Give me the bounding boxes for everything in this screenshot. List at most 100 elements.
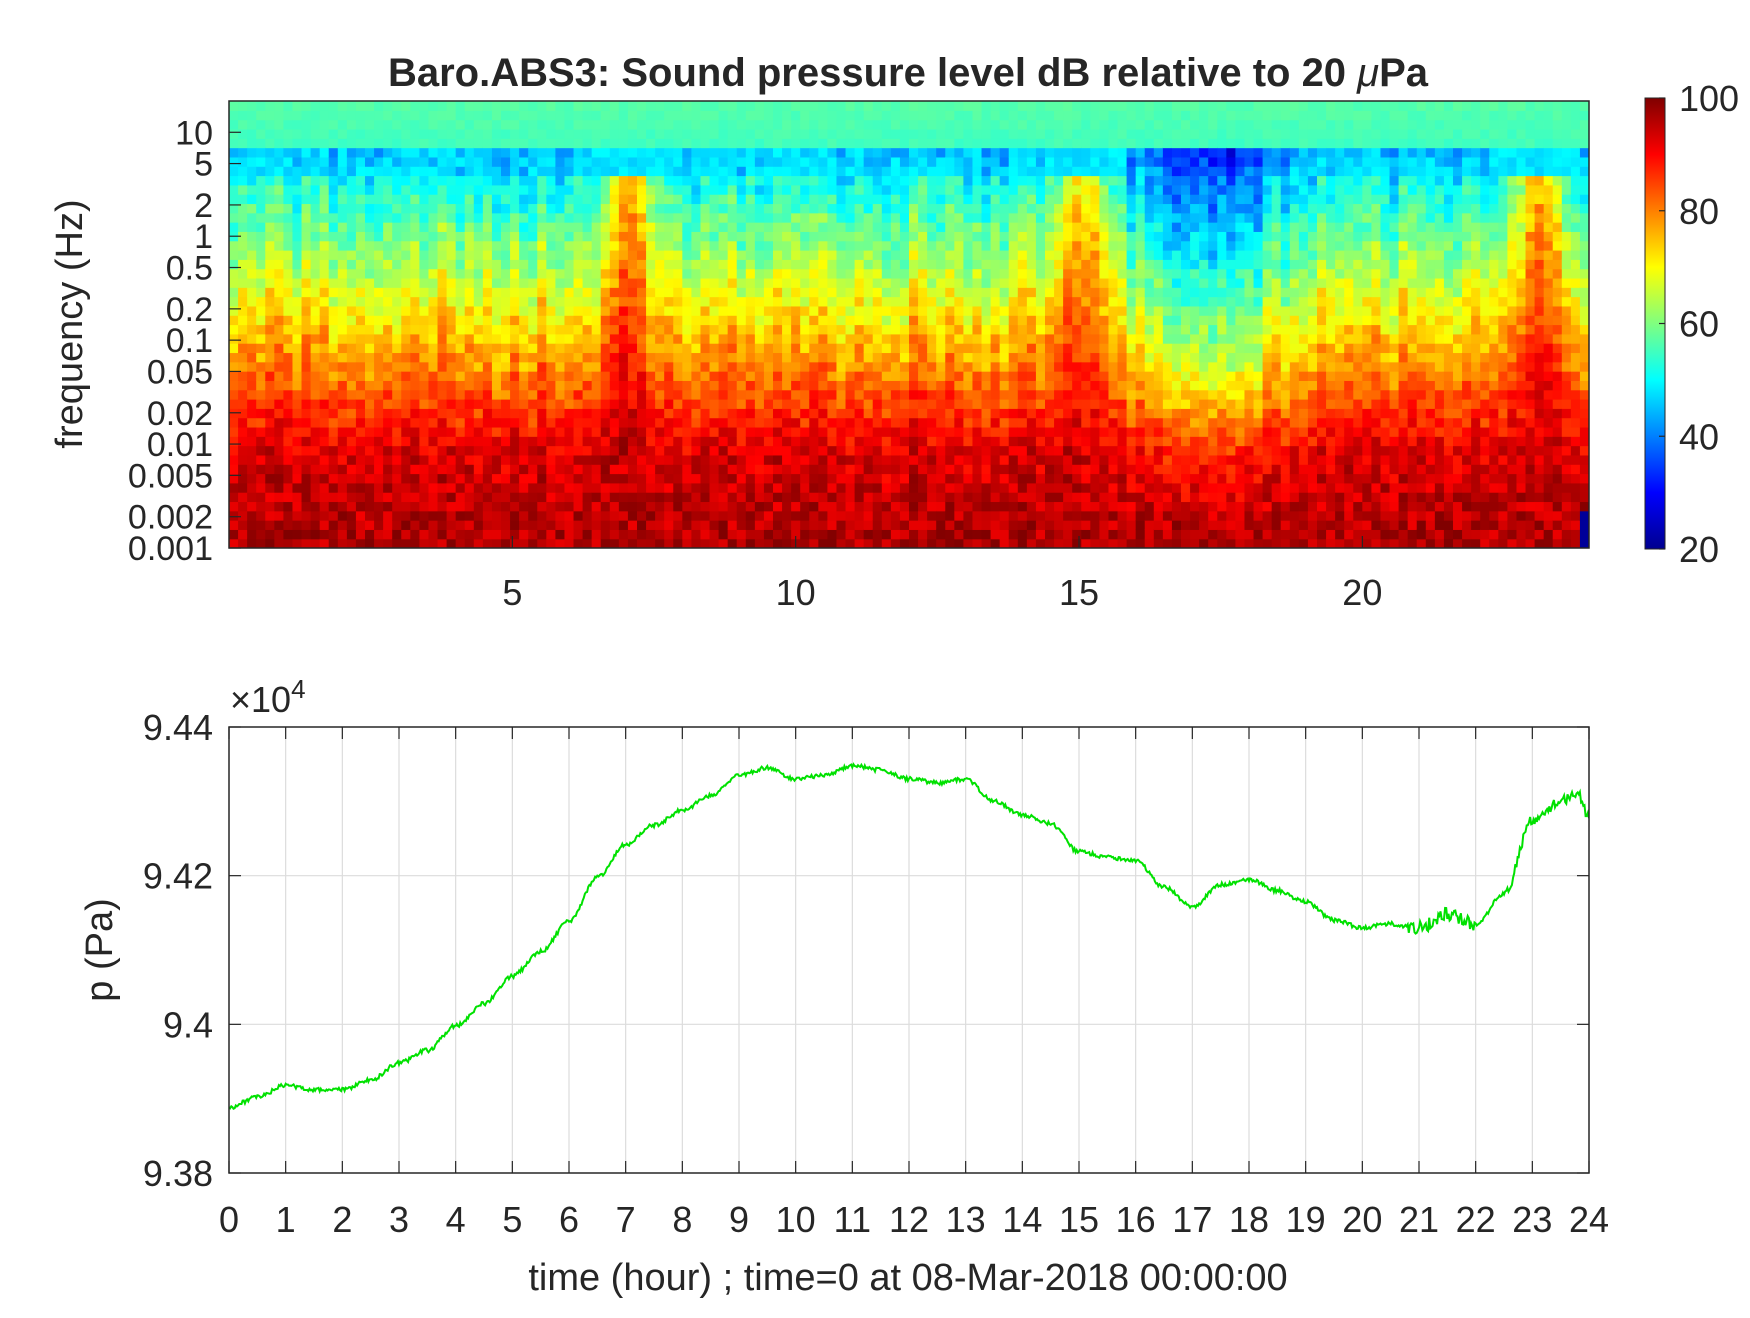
spectrogram-cell [1026, 436, 1037, 447]
spectrogram-cell [528, 212, 538, 223]
spectrogram-cell [827, 128, 838, 139]
spectrogram-cell [1090, 259, 1100, 270]
spectrogram-cell [827, 315, 838, 326]
spectrogram-cell [1035, 464, 1046, 475]
spectrogram-cell [963, 501, 974, 512]
spectrogram-cell [1099, 343, 1110, 354]
spectrogram-cell [328, 408, 339, 419]
spectrogram-cell [1108, 445, 1119, 456]
spectrogram-cell [800, 352, 810, 363]
spectrogram-cell [1072, 333, 1082, 344]
spectrogram-cell [419, 119, 430, 130]
spectrogram-cell [1008, 380, 1019, 391]
spectrogram-cell [1017, 101, 1028, 111]
spectrogram-cell [401, 184, 411, 195]
spectrogram-cell [682, 399, 692, 409]
spectrogram-cell [510, 128, 520, 139]
spectrogram-cell [836, 259, 847, 270]
spectrogram-cell [1126, 101, 1137, 111]
spectrogram-cell [927, 473, 937, 484]
spectrogram-cell [972, 240, 983, 251]
spectrogram-cell [1081, 324, 1091, 335]
spectrogram-cell [872, 128, 883, 139]
spectrogram-cell [954, 510, 964, 521]
spectrogram-cell [664, 250, 674, 260]
spectrogram-cell [1090, 138, 1100, 149]
spectrogram-cell [655, 361, 665, 372]
spectrogram-cell [890, 268, 901, 279]
spectrogram-cell [1099, 268, 1110, 279]
spectrogram-cell [392, 315, 402, 326]
spectrogram-cell [1017, 371, 1028, 381]
spectrogram-cell [510, 119, 520, 130]
spectrogram-cell [1144, 138, 1155, 149]
spectrogram-cell [791, 529, 801, 540]
spectrogram-cell [773, 203, 783, 214]
spectrogram-cell [1135, 305, 1146, 316]
spectrogram-cell [736, 250, 747, 260]
spectrogram-cell [419, 184, 430, 195]
spectrogram-cell [899, 454, 910, 465]
spectrogram-cell [909, 194, 919, 205]
spectrogram-cell [963, 240, 974, 251]
spectrogram-cell [501, 156, 511, 167]
spectrogram-cell [827, 175, 838, 186]
spectrogram-cell [627, 138, 638, 149]
spectrogram-cell [410, 203, 420, 214]
spectrogram-cell [319, 520, 330, 530]
spectrogram-cell [310, 399, 321, 409]
spectrogram-cell [1090, 305, 1100, 316]
spectrogram-cell [229, 194, 239, 205]
spectrogram-cell [501, 194, 511, 205]
spectrogram-cell [972, 371, 983, 381]
spectrogram-cell [791, 268, 801, 279]
spectrogram-cell [464, 426, 475, 437]
spectrogram-cell [745, 128, 756, 139]
spectrogram-cell [881, 259, 892, 270]
spectrogram-cell [954, 501, 964, 512]
spectrogram-cell [1162, 203, 1173, 214]
spectrogram-cell [410, 138, 420, 149]
spectrogram-cell [609, 361, 620, 372]
spectrogram-cell [791, 194, 801, 205]
spectrogram-cell [736, 343, 747, 354]
spectrogram-cell [763, 268, 774, 279]
spectrogram-cell [655, 110, 665, 121]
spectrogram-cell [990, 194, 1001, 205]
spectrogram-cell [582, 399, 593, 409]
spectrogram-cell [283, 175, 294, 186]
spectrogram-cell [1135, 212, 1146, 223]
spectrogram-cell [446, 352, 457, 363]
spectrogram-cell [664, 315, 674, 326]
spectrogram-cell [818, 538, 828, 548]
spectrogram-cell [491, 352, 502, 363]
spectrogram-cell [1126, 324, 1137, 335]
spectrogram-cell [555, 138, 566, 149]
spectrogram-cell [990, 538, 1001, 548]
spectrogram-cell [301, 426, 312, 437]
spectrogram-cell [446, 315, 457, 326]
spectrogram-cell [446, 417, 457, 428]
spectrogram-cell [437, 380, 448, 391]
spectrogram-cell [1026, 287, 1037, 298]
spectrogram-cell [745, 352, 756, 363]
spectrogram-cell [274, 436, 284, 447]
spectrogram-cell [491, 156, 502, 167]
spectrogram-cell [446, 389, 457, 400]
spectrogram-cell [709, 538, 720, 548]
spectrogram-cell [890, 128, 901, 139]
spectrogram-cell [265, 454, 275, 465]
spectrogram-cell [301, 520, 312, 530]
spectrogram-cell [727, 147, 738, 158]
spectrogram-cell [301, 203, 312, 214]
spectrogram-cell [809, 361, 819, 372]
spectrogram-cell [673, 240, 683, 251]
spectrogram-cell [247, 119, 257, 130]
spectrogram-cell [1045, 110, 1055, 121]
spectrogram-cell [637, 538, 647, 548]
spectrogram-cell [918, 231, 928, 242]
spectrogram-cell [501, 361, 511, 372]
spectrogram-cell [310, 538, 321, 548]
spectrogram-cell [437, 361, 448, 372]
spectrogram-cell [1090, 380, 1100, 391]
